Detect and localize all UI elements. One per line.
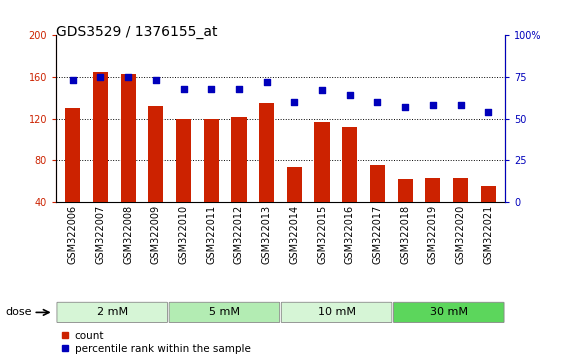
Point [123, 74, 132, 80]
Bar [93, 72, 108, 202]
Bar [65, 108, 80, 202]
Bar [204, 119, 219, 202]
Point [456, 102, 465, 108]
Point [207, 86, 216, 91]
Point [96, 74, 105, 80]
Point [179, 86, 188, 91]
FancyBboxPatch shape [169, 302, 280, 322]
FancyBboxPatch shape [282, 302, 392, 322]
Bar [342, 127, 357, 202]
Bar [287, 167, 302, 202]
Bar [148, 106, 163, 202]
Point [373, 99, 382, 105]
Point [401, 104, 410, 110]
FancyBboxPatch shape [394, 302, 504, 322]
Point [318, 87, 327, 93]
Text: 30 mM: 30 mM [430, 307, 468, 318]
Bar [121, 74, 136, 202]
Bar [398, 179, 413, 202]
Point [484, 109, 493, 115]
Bar [425, 178, 440, 202]
Text: 2 mM: 2 mM [96, 307, 128, 318]
Point [68, 78, 77, 83]
Point [234, 86, 243, 91]
Bar [481, 186, 496, 202]
Text: 10 mM: 10 mM [318, 307, 356, 318]
Text: GDS3529 / 1376155_at: GDS3529 / 1376155_at [56, 25, 218, 39]
Bar [176, 119, 191, 202]
Point [290, 99, 299, 105]
Bar [231, 116, 247, 202]
Bar [370, 165, 385, 202]
Bar [453, 178, 468, 202]
Point [429, 102, 438, 108]
Bar [314, 122, 330, 202]
Point [262, 79, 271, 85]
Bar [259, 103, 274, 202]
Point [151, 78, 160, 83]
Point [345, 92, 354, 98]
Text: 5 mM: 5 mM [209, 307, 240, 318]
FancyBboxPatch shape [57, 302, 167, 322]
Text: dose: dose [6, 307, 32, 318]
Legend: count, percentile rank within the sample: count, percentile rank within the sample [61, 331, 251, 354]
